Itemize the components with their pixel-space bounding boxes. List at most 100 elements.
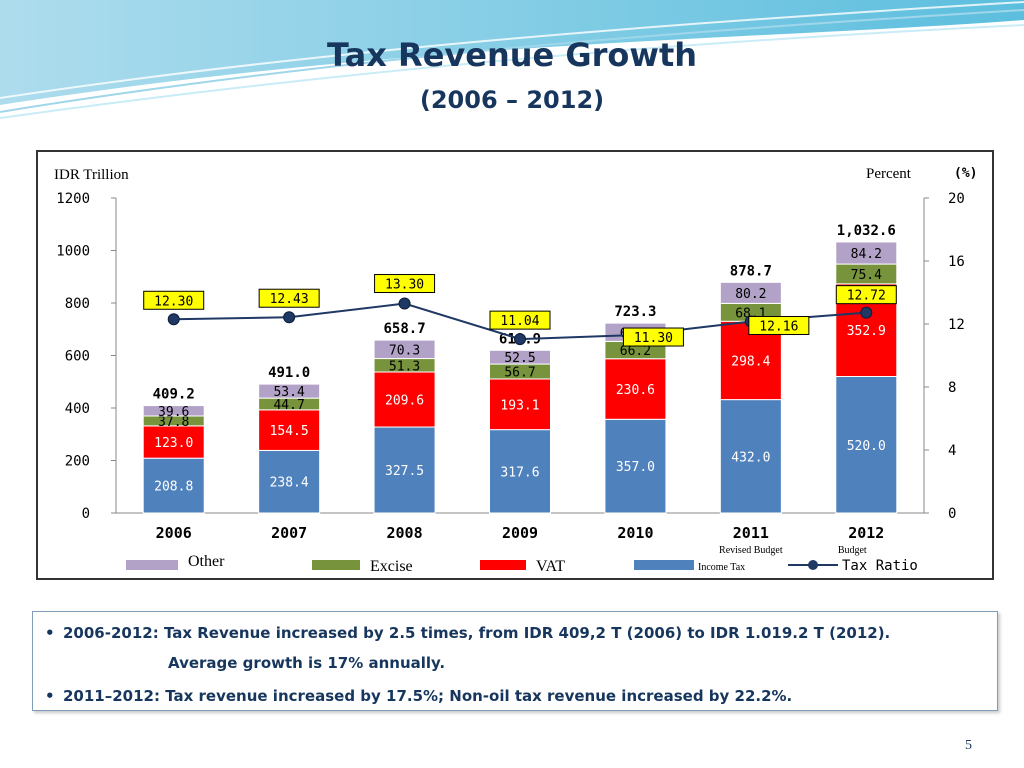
right-axis-label: Percent [866,166,912,182]
left-tick-label: 1000 [56,244,90,260]
bar-income [373,426,436,514]
left-tick-label: 200 [65,454,90,470]
tax-ratio-label: 11.30 [634,331,673,346]
category-note: Revised Budget [719,545,783,556]
left-tick-label: 1200 [56,191,90,207]
tax-ratio-label: 13.30 [385,278,424,293]
right-axis-label-box [858,158,940,186]
legend-label: Income Tax [698,562,745,573]
right-tick-label: 20 [948,191,965,207]
left-axis-label-box [46,158,178,188]
bar-vat [142,425,205,459]
bar-value-label: 80.2 [735,287,766,302]
bar-vat [373,371,436,428]
right-tick-label: 0 [948,506,956,522]
bar-value-label: 298.4 [731,354,770,369]
tax-ratio-label: 12.16 [759,319,798,334]
bar-total-label: 491.0 [268,365,310,381]
tax-ratio-point [860,306,873,319]
tax-ratio-label-box [835,285,897,305]
note-item-1-continuation: Average growth is 17% annually. [168,654,445,672]
bar-other [373,339,436,360]
bar-value-label: 51.3 [389,359,420,374]
bar-value-label: 84.2 [851,247,882,262]
bar-value-label: 52.5 [504,351,535,366]
bar-vat [258,409,321,451]
bar-value-label: 209.6 [385,394,424,409]
bar-total-label: 658.7 [383,321,425,337]
bar-value-label: 39.6 [158,405,189,420]
tax-ratio-point [514,333,526,346]
x-tick-label: 2007 [271,524,307,542]
bar-value-label: 520.0 [847,439,886,454]
bar-other [719,281,782,304]
legend-swatch-other [126,560,178,570]
left-tick-label: 600 [65,349,90,365]
bar-total-label: 878.7 [730,263,772,279]
bar-value-label: 432.0 [731,450,770,465]
bar-value-label: 238.4 [270,476,309,491]
bar-total-label: 409.2 [153,387,195,403]
bar-value-label: 357.0 [616,460,655,475]
x-tick-label: 2006 [156,524,192,542]
tax-ratio-label-box [622,327,684,347]
x-tick-label: 2009 [502,524,538,542]
right-tick-label: 8 [948,380,956,396]
bar-vat [604,358,667,420]
bar-total-label: 723.3 [614,304,656,320]
legend-swatch-vat [480,560,526,570]
bar-value-label: 66.2 [620,344,651,359]
right-tick-label: 16 [948,254,965,270]
bar-other [835,241,898,265]
legend-point-swatch [808,560,818,570]
bar-other [489,349,551,365]
bar-value-label: 75.4 [851,268,882,283]
legend-label: Excise [370,558,413,575]
note-1-subtext: Average growth is 17% annually. [168,654,446,672]
x-tick-label: 2010 [617,524,653,542]
tax-revenue-chart: 0 200 400 600 800 1000 1200 0 4 8 12 16 20 IDR Trilli… [46,158,977,575]
bar-income [258,449,321,514]
bullet-icon: • [45,687,55,705]
tax-ratio-label: 11.04 [500,314,539,329]
tax-ratio-label-box [748,315,810,335]
note-2-text: 2011–2012: Tax revenue increased by 17.5… [63,687,793,705]
bar-value-label: 37.8 [158,415,189,430]
bar-value-label: 56.7 [504,365,535,380]
note-item-2: • 2011–2012: Tax revenue increased by 17.… [45,687,792,705]
bar-value-label: 44.7 [273,398,304,413]
tax-ratio-label-box [143,290,205,310]
tax-ratio-label-box [374,274,436,294]
left-tick-label: 400 [65,401,90,417]
page-number: 5 [965,738,972,753]
bar-value-label: 352.9 [847,324,886,339]
tax-ratio-label-box [258,288,320,308]
tax-ratio-label: 12.43 [270,292,309,307]
left-axis-label: IDR Trillion [54,167,129,183]
tax-ratio-label-box [489,310,551,330]
bar-value-label: 230.6 [616,383,655,398]
x-tick-label: 2011 [733,524,769,542]
bar-income [489,429,551,514]
bar-income [835,376,898,514]
right-axis-unit: (%) [954,166,977,181]
bar-value-label: 317.6 [500,465,539,480]
bar-value-label: 208.8 [154,480,193,495]
bar-income [719,399,782,514]
legend-label: VAT [536,558,565,575]
legend-swatch-excise [312,560,360,570]
note-1-text: 2006-2012: Tax Revenue increased by 2.5 … [63,624,891,642]
header-wave-decoration [0,0,1024,119]
slide-title: Tax Revenue Growth [326,36,698,74]
notes-box: • 2006-2012: Tax Revenue increased by 2.5… [32,611,998,711]
bar-vat [489,378,551,431]
x-tick-label: 2012 [848,524,884,542]
tax-ratio-point [398,297,411,310]
right-tick-label: 12 [948,317,965,333]
tax-ratio-point [167,313,180,326]
bar-value-label: 193.1 [500,398,539,413]
right-tick-label: 4 [948,443,956,459]
bar-value-label: 53.4 [273,385,304,400]
bar-value-label: 70.3 [389,343,420,358]
bullet-icon: • [45,624,55,642]
